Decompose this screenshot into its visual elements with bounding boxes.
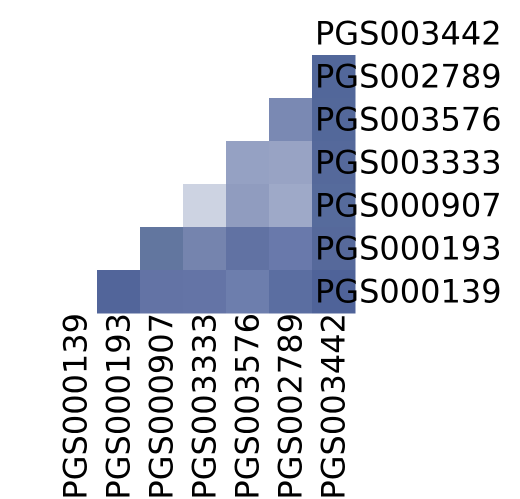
column-label-PGS000139: PGS000139 — [57, 313, 95, 499]
heatmap-cell-PGS000139-PGS002789 — [269, 270, 313, 314]
heatmap-cell-PGS000907-PGS003333 — [183, 184, 227, 228]
heatmap-cell-PGS000193-PGS003442 — [312, 227, 356, 271]
heatmap-cell-PGS002789-PGS003442 — [312, 55, 356, 99]
row-label-PGS002789: PGS002789 — [315, 58, 502, 96]
heatmap-cell-PGS000139-PGS003576 — [226, 270, 270, 314]
heatmap-cell-PGS000907-PGS003576 — [226, 184, 270, 228]
row-label-PGS000139: PGS000139 — [315, 273, 502, 311]
column-label-PGS000193: PGS000193 — [100, 313, 138, 499]
heatmap-cell-PGS000907-PGS002789 — [269, 184, 313, 228]
heatmap-cell-PGS003333-PGS003442 — [312, 141, 356, 185]
heatmap-cell-PGS003333-PGS002789 — [269, 141, 313, 185]
heatmap-cell-PGS003576-PGS002789 — [269, 98, 313, 142]
column-label-PGS003442: PGS003442 — [315, 313, 353, 499]
heatmap-cell-PGS000193-PGS003333 — [183, 227, 227, 271]
row-label-PGS003442: PGS003442 — [315, 15, 502, 53]
row-label-PGS003576: PGS003576 — [315, 101, 502, 139]
column-label-PGS003576: PGS003576 — [229, 313, 267, 499]
row-label-PGS000193: PGS000193 — [315, 230, 502, 268]
heatmap-cell-PGS003333-PGS003576 — [226, 141, 270, 185]
heatmap-cell-PGS000139-PGS003333 — [183, 270, 227, 314]
heatmap-cell-PGS000907-PGS003442 — [312, 184, 356, 228]
heatmap-cell-PGS000139-PGS000907 — [140, 270, 184, 314]
heatmap-cell-PGS003576-PGS003442 — [312, 98, 356, 142]
column-label-PGS003333: PGS003333 — [186, 313, 224, 499]
row-label-PGS003333: PGS003333 — [315, 144, 502, 182]
heatmap-cell-PGS000193-PGS003576 — [226, 227, 270, 271]
heatmap-cell-PGS000139-PGS000193 — [97, 270, 141, 314]
column-label-PGS000907: PGS000907 — [143, 313, 181, 499]
heatmap-cell-PGS000139-PGS003442 — [312, 270, 356, 314]
row-label-PGS000907: PGS000907 — [315, 187, 502, 225]
heatmap-cell-PGS000193-PGS002789 — [269, 227, 313, 271]
heatmap-cell-PGS000193-PGS000907 — [140, 227, 184, 271]
column-label-PGS002789: PGS002789 — [272, 313, 310, 499]
